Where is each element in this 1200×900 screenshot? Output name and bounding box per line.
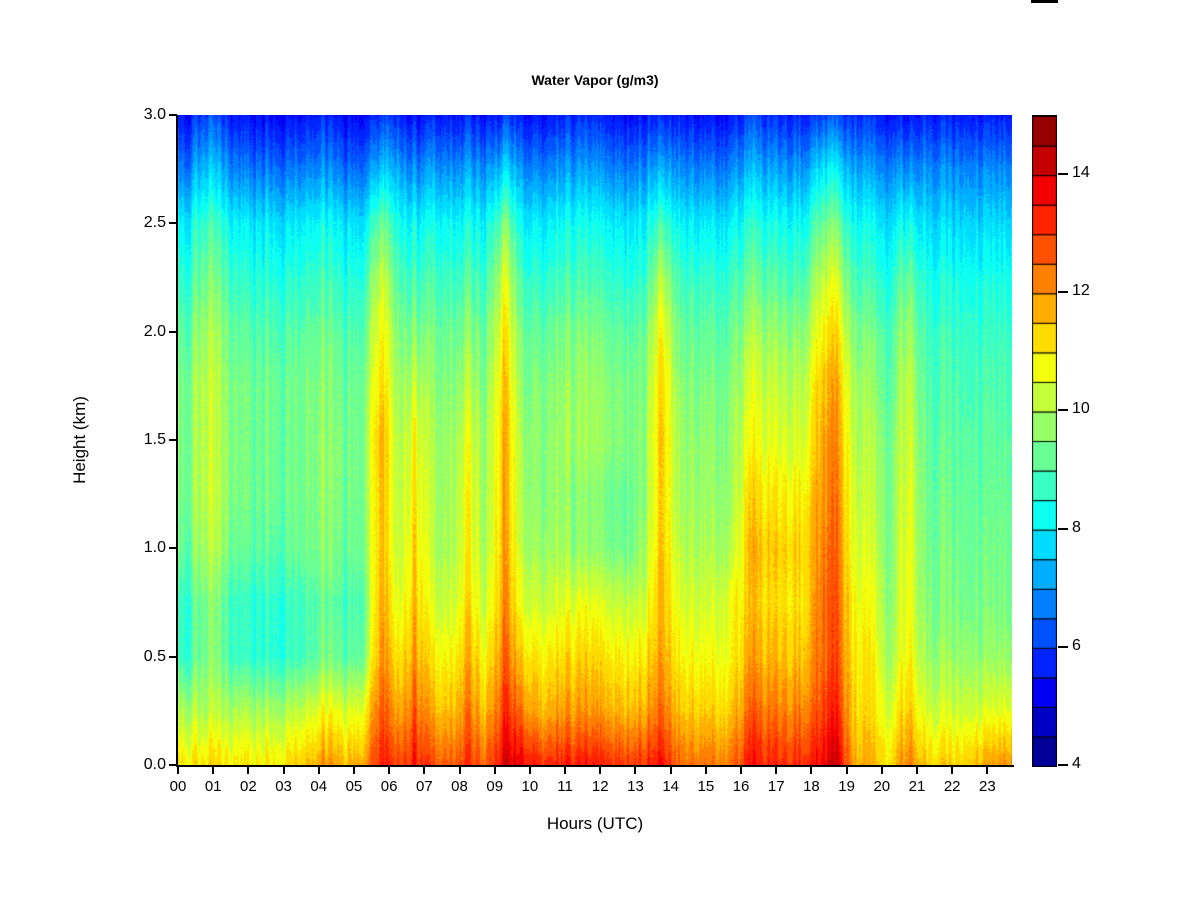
- y-tick-mark: [169, 330, 177, 333]
- colorbar-tick-label: 8: [1072, 518, 1081, 536]
- x-tick-mark: [423, 767, 426, 774]
- x-tick-label: 23: [979, 778, 996, 795]
- x-tick-label: 02: [240, 778, 257, 795]
- y-tick-label: 0.0: [143, 756, 166, 773]
- x-tick-label: 08: [451, 778, 468, 795]
- x-tick-label: 10: [521, 778, 539, 795]
- x-tick-mark: [212, 767, 215, 774]
- x-tick-label: 16: [732, 778, 750, 795]
- y-tick-label: 3.0: [143, 106, 166, 123]
- x-tick-mark: [951, 767, 954, 774]
- heatmap-plot-area: [178, 115, 1012, 765]
- colorbar-tick-mark: [1058, 645, 1068, 648]
- x-tick-label: 04: [310, 778, 328, 795]
- x-tick-mark: [528, 767, 531, 774]
- y-tick-mark: [169, 439, 177, 441]
- y-tick-mark: [169, 764, 177, 766]
- x-tick-mark: [352, 767, 355, 774]
- x-tick-label: 06: [380, 778, 398, 795]
- x-tick-mark: [317, 767, 320, 774]
- x-tick-mark: [845, 767, 848, 774]
- x-tick-mark: [915, 767, 918, 774]
- x-tick-label: 00: [169, 778, 187, 795]
- x-tick-mark: [388, 767, 391, 774]
- x-tick-label: 20: [873, 778, 891, 795]
- x-axis-line: [176, 765, 1014, 767]
- x-tick-label: 07: [415, 778, 433, 795]
- y-axis-line: [176, 115, 178, 767]
- y-tick-mark: [169, 655, 177, 658]
- x-tick-label: 18: [803, 778, 820, 795]
- y-tick-label: 1.5: [143, 431, 166, 448]
- x-tick-label: 21: [908, 778, 926, 795]
- x-tick-mark: [810, 767, 813, 774]
- y-tick-label: 2.0: [143, 322, 166, 340]
- y-tick-mark: [169, 547, 177, 550]
- colorbar-tick-label: 10: [1072, 400, 1090, 418]
- x-tick-mark: [177, 767, 179, 774]
- x-tick-label: 17: [767, 778, 785, 795]
- colorbar-tick-mark: [1058, 764, 1068, 766]
- x-tick-mark: [247, 767, 250, 774]
- x-tick-label: 19: [838, 778, 855, 795]
- y-tick-label: 0.5: [143, 647, 166, 665]
- colorbar-tick-mark: [1058, 409, 1068, 412]
- x-tick-mark: [599, 767, 602, 774]
- y-tick-label: 2.5: [143, 214, 166, 232]
- x-tick-label: 03: [275, 778, 292, 795]
- x-tick-mark: [669, 767, 672, 774]
- y-axis-label: Height (km): [70, 396, 89, 484]
- y-tick-mark: [169, 114, 177, 116]
- x-tick-mark: [880, 767, 883, 774]
- x-tick-label: 13: [627, 778, 644, 795]
- colorbar-tick-label: 14: [1072, 164, 1090, 182]
- x-tick-mark: [282, 767, 285, 774]
- colorbar-tick-mark: [1058, 527, 1068, 530]
- x-tick-label: 15: [697, 778, 715, 795]
- colorbar: [1032, 115, 1057, 767]
- colorbar-tick-mark: [1058, 291, 1068, 294]
- x-tick-mark: [458, 767, 461, 774]
- x-tick-label: 01: [204, 778, 222, 795]
- colorbar-tick-label: 4: [1072, 755, 1081, 772]
- y-tick-label: 1.0: [143, 539, 166, 557]
- x-tick-mark: [634, 767, 637, 774]
- x-tick-label: 22: [943, 778, 961, 795]
- y-tick-mark: [169, 222, 177, 225]
- x-tick-mark: [493, 767, 496, 774]
- plot-title: Water Vapor (g/m3): [531, 72, 659, 88]
- x-tick-mark: [564, 767, 567, 774]
- x-tick-mark: [740, 767, 743, 774]
- x-tick-label: 09: [486, 778, 504, 795]
- cropped-top-artifact: [1031, 0, 1058, 3]
- x-tick-mark: [986, 767, 989, 774]
- colorbar-tick-label: 12: [1072, 282, 1090, 300]
- x-tick-label: 12: [591, 778, 609, 795]
- colorbar-tick-label: 6: [1072, 636, 1081, 654]
- x-tick-label: 05: [345, 778, 363, 795]
- x-tick-mark: [775, 767, 778, 774]
- colorbar-tick-mark: [1058, 173, 1068, 176]
- x-tick-label: 14: [662, 778, 679, 795]
- x-tick-mark: [704, 767, 707, 774]
- x-tick-label: 11: [557, 778, 573, 795]
- x-axis-label: Hours (UTC): [546, 814, 644, 833]
